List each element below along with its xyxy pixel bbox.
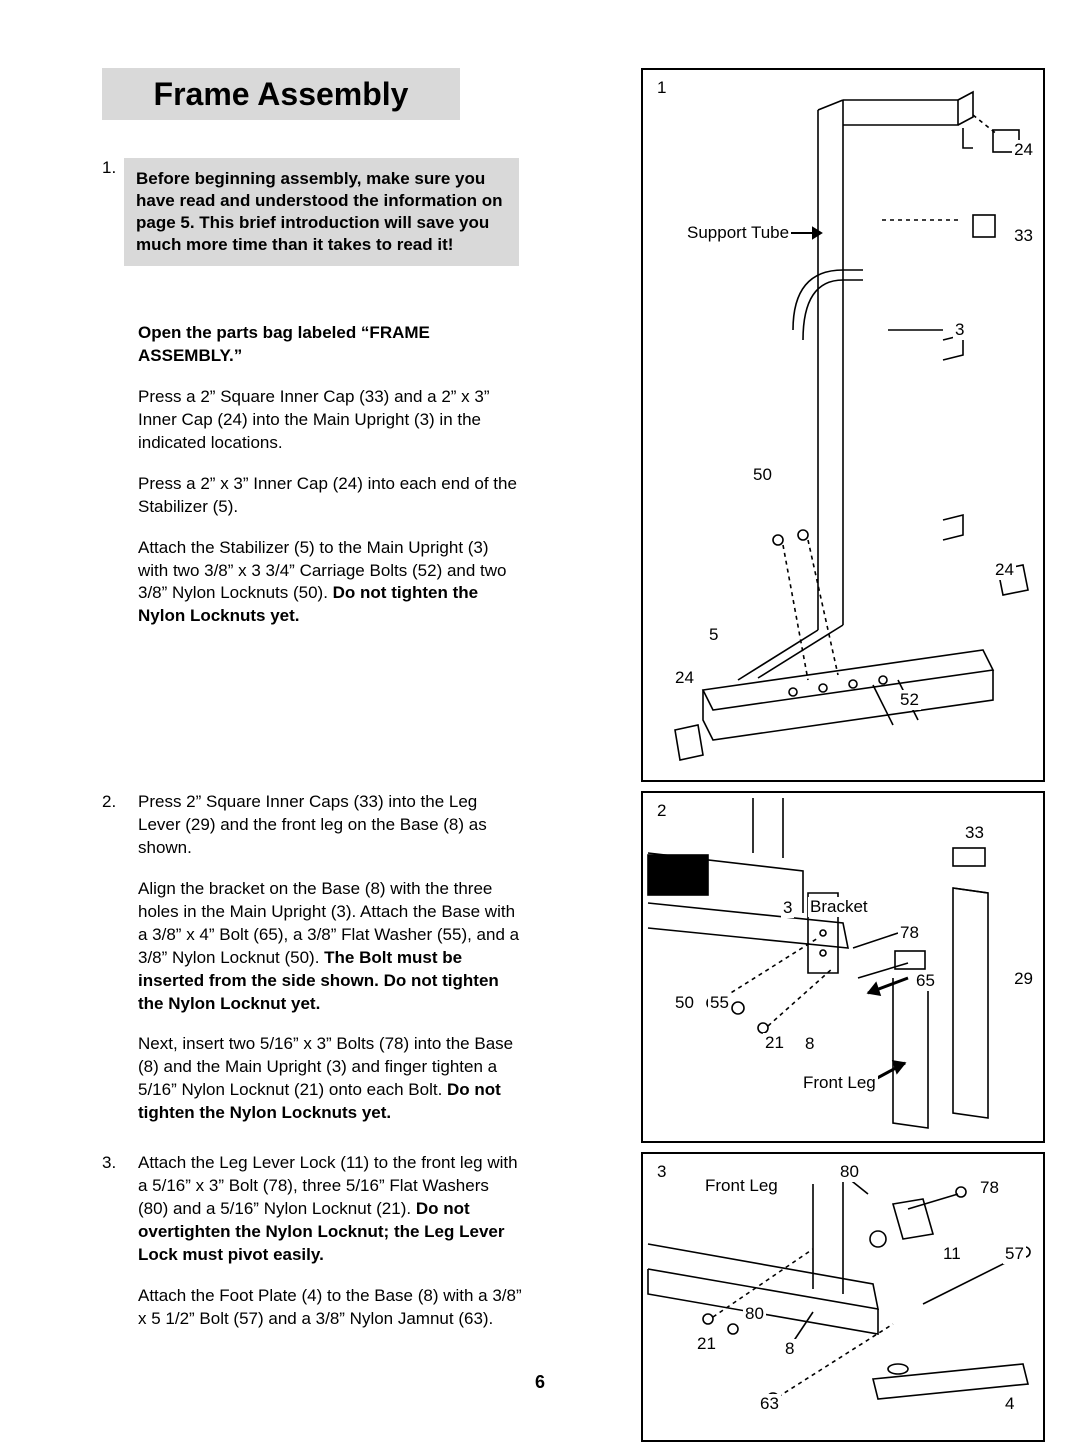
d1-24b: 24 bbox=[993, 560, 1016, 580]
step-3-p1: Attach the Leg Lever Lock (11) to the fr… bbox=[138, 1152, 522, 1267]
step-1-number: 1. bbox=[102, 158, 116, 178]
diagram-3: 3 Front Leg 80 78 11 57 80 21 8 63 4 bbox=[641, 1152, 1045, 1442]
d1-52: 52 bbox=[898, 690, 921, 710]
section-title-bar: Frame Assembly bbox=[102, 68, 460, 120]
d3-78: 78 bbox=[978, 1178, 1001, 1198]
d2-50: 50 bbox=[673, 993, 696, 1013]
step-2-number: 2. bbox=[102, 791, 138, 814]
d3-63: 63 bbox=[758, 1394, 781, 1414]
step-1-body: Open the parts bag labeled “FRAME ASSEMB… bbox=[138, 322, 523, 646]
d2-78: 78 bbox=[898, 923, 921, 943]
d2-bracket: Bracket bbox=[808, 897, 870, 917]
d1-33: 33 bbox=[1012, 226, 1035, 246]
step-3-number: 3. bbox=[102, 1152, 138, 1175]
d3-80a: 80 bbox=[838, 1162, 861, 1182]
step-1-open: Open the parts bag labeled “FRAME ASSEMB… bbox=[138, 322, 523, 368]
step-1-p2: Press a 2” x 3” Inner Cap (24) into each… bbox=[138, 473, 523, 519]
d1-3: 3 bbox=[953, 320, 966, 340]
step-3-p2: Attach the Foot Plate (4) to the Base (8… bbox=[138, 1285, 522, 1331]
d3-21: 21 bbox=[695, 1334, 718, 1354]
step-1-p3: Attach the Stabilizer (5) to the Main Up… bbox=[138, 537, 523, 629]
d1-step-num: 1 bbox=[655, 78, 668, 98]
d3-4: 4 bbox=[1003, 1394, 1016, 1414]
d1-24c: 24 bbox=[673, 668, 696, 688]
d1-24a: 24 bbox=[1012, 140, 1035, 160]
d2-front-leg: Front Leg bbox=[801, 1073, 878, 1093]
page-number: 6 bbox=[0, 1372, 1080, 1393]
d2-55: 55 bbox=[708, 993, 731, 1013]
step-3-body: Attach the Leg Lever Lock (11) to the fr… bbox=[138, 1152, 522, 1331]
d2-65: 65 bbox=[914, 971, 937, 991]
d3-80b: 80 bbox=[743, 1304, 766, 1324]
step-2-body: Press 2” Square Inner Caps (33) into the… bbox=[138, 791, 522, 1125]
d2-33: 33 bbox=[963, 823, 986, 843]
d2-8: 8 bbox=[803, 1034, 816, 1054]
d3-front-leg: Front Leg bbox=[703, 1176, 780, 1196]
d1-5: 5 bbox=[707, 625, 720, 645]
d1-50: 50 bbox=[751, 465, 774, 485]
d2-29: 29 bbox=[1012, 969, 1035, 989]
diagram-1: 1 24 33 Support Tube 3 50 24 5 24 52 bbox=[641, 68, 1045, 782]
d3-step-num: 3 bbox=[655, 1162, 668, 1182]
d3-57: 57 bbox=[1003, 1244, 1026, 1264]
d2-3: 3 bbox=[781, 898, 794, 918]
step-3: 3. Attach the Leg Lever Lock (11) to the… bbox=[102, 1152, 522, 1349]
step-2-p1: Press 2” Square Inner Caps (33) into the… bbox=[138, 791, 522, 860]
step-1-p1: Press a 2” Square Inner Cap (33) and a 2… bbox=[138, 386, 523, 455]
diagram-1-svg bbox=[643, 70, 1043, 780]
d1-support-tube: Support Tube bbox=[685, 223, 791, 243]
step-2-p2: Align the bracket on the Base (8) with t… bbox=[138, 878, 522, 1016]
step-2-p3: Next, insert two 5/16” x 3” Bolts (78) i… bbox=[138, 1033, 522, 1125]
step-2: 2. Press 2” Square Inner Caps (33) into … bbox=[102, 791, 522, 1143]
d3-11: 11 bbox=[941, 1244, 963, 1264]
d3-8: 8 bbox=[783, 1339, 796, 1359]
section-title: Frame Assembly bbox=[154, 76, 409, 113]
intro-warning-box: Before beginning assembly, make sure you… bbox=[124, 158, 519, 266]
d2-21: 21 bbox=[763, 1033, 786, 1053]
d2-step-num: 2 bbox=[655, 801, 668, 821]
diagram-2: 2 33 Bracket 3 78 29 65 50 55 21 8 Front… bbox=[641, 791, 1045, 1143]
